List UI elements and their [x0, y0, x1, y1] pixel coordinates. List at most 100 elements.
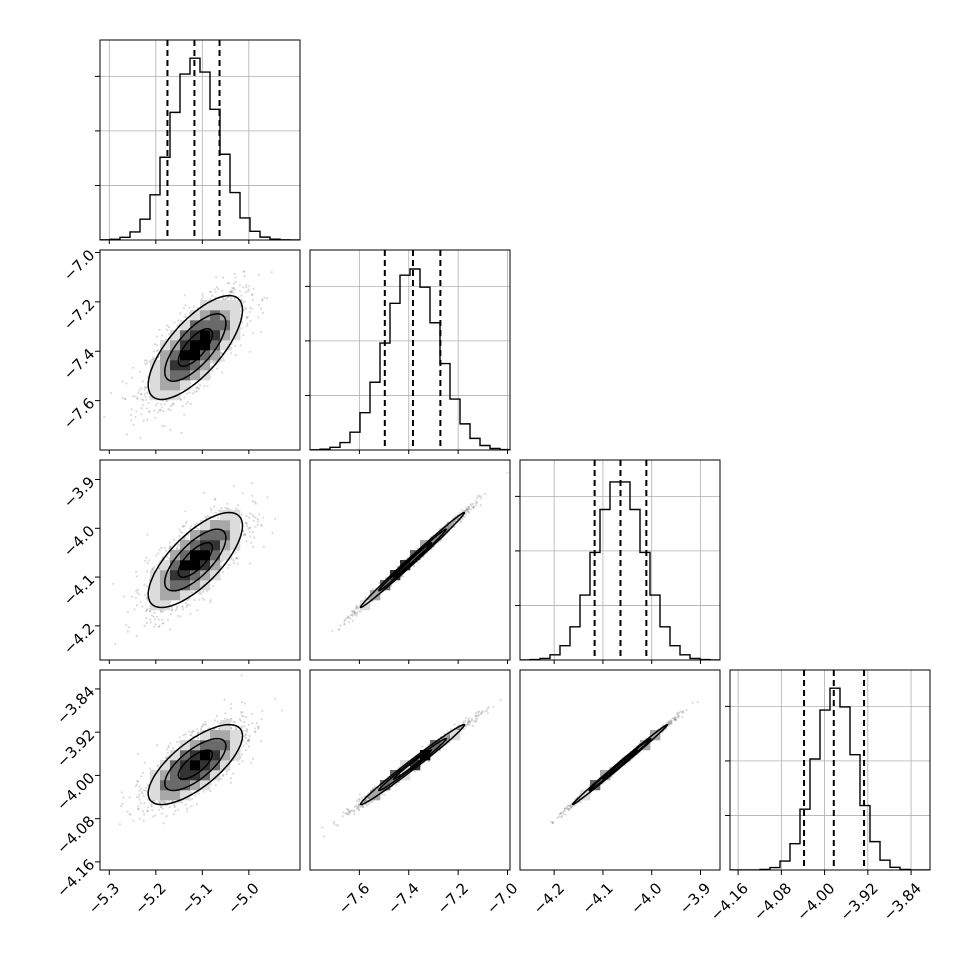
panel-frame	[99, 459, 301, 661]
density-cell	[150, 390, 161, 401]
scatter-point	[198, 598, 201, 602]
scatter-point	[197, 387, 200, 391]
scatter-point	[185, 392, 188, 395]
scatter-point	[233, 288, 236, 291]
scatter-point	[249, 320, 252, 323]
scatter-point	[166, 324, 169, 327]
scatter-point	[136, 397, 139, 400]
density-cell	[190, 580, 201, 591]
scatter-point	[243, 532, 246, 536]
scatter-point	[434, 538, 437, 541]
density-cell	[160, 600, 171, 611]
scatter-point	[355, 604, 358, 608]
scatter-point	[177, 319, 180, 322]
scatter-point	[396, 565, 399, 569]
scatter-point	[256, 523, 259, 526]
scatter-point	[464, 513, 467, 516]
scatter-point	[155, 554, 158, 557]
density-cell	[200, 570, 211, 581]
scatter-point	[146, 418, 149, 421]
scatter-point	[189, 402, 192, 406]
scatter-point	[435, 537, 438, 540]
scatter-point	[250, 293, 254, 296]
scatter-point	[251, 331, 254, 334]
scatter-point	[143, 593, 147, 597]
scatter-point	[135, 575, 138, 578]
density-cell	[210, 330, 221, 341]
scatter-point	[484, 492, 487, 496]
scatter-point	[220, 560, 223, 563]
scatter-point	[167, 325, 170, 329]
scatter-point	[450, 523, 453, 526]
scatter-point	[151, 567, 154, 570]
scatter-point	[144, 395, 147, 398]
scatter-point	[347, 616, 350, 619]
scatter-point	[248, 526, 251, 530]
density-cell	[200, 310, 211, 321]
density-cell	[150, 570, 161, 581]
scatter-point	[144, 362, 147, 366]
scatter-point	[235, 507, 238, 510]
scatter-point	[331, 629, 334, 633]
scatter-point	[212, 360, 215, 363]
scatter-point	[467, 505, 470, 508]
scatter-point	[475, 500, 478, 503]
scatter-point	[168, 541, 171, 544]
density-cell	[210, 310, 221, 321]
scatter-point	[232, 484, 235, 487]
scatter-point	[114, 642, 117, 645]
panel-frame	[99, 249, 301, 451]
scatter-point	[343, 622, 346, 625]
scatter-point	[226, 502, 229, 505]
scatter-point	[467, 510, 470, 513]
scatter-point	[466, 508, 469, 511]
scatter-point	[231, 286, 234, 289]
density-cell	[160, 570, 171, 581]
scatter-point	[142, 419, 145, 422]
scatter-point	[230, 352, 233, 355]
scatter-point	[188, 603, 191, 607]
density-cell	[190, 550, 201, 561]
density-cell	[180, 540, 191, 551]
scatter-point	[475, 504, 478, 507]
scatter-point	[126, 610, 129, 614]
scatter-point	[472, 505, 475, 509]
scatter-point	[153, 618, 156, 621]
scatter-point	[261, 311, 264, 315]
scatter-point	[154, 623, 157, 626]
scatter-point	[135, 634, 139, 637]
density-cell	[210, 560, 221, 571]
scatter-point	[384, 576, 388, 579]
histogram-step	[730, 687, 930, 870]
scatter-point	[259, 307, 263, 310]
scatter-point	[183, 538, 186, 541]
scatter-point	[136, 588, 139, 591]
density-cell	[150, 380, 161, 391]
scatter-point	[165, 400, 169, 403]
scatter-point	[213, 505, 216, 508]
scatter-point	[170, 606, 173, 609]
scatter-point	[357, 610, 360, 613]
scatter-point	[337, 628, 340, 631]
scatter-point	[221, 276, 225, 279]
density-cell	[230, 300, 241, 311]
scatter-point	[249, 306, 252, 309]
scatter-point	[469, 508, 472, 511]
scatter-point	[251, 499, 255, 503]
scatter-point	[238, 284, 241, 287]
scatter-point	[135, 570, 138, 574]
scatter-point	[152, 356, 155, 359]
density-cell	[220, 550, 231, 561]
scatter-point	[142, 399, 145, 402]
scatter-point	[217, 287, 220, 290]
scatter-point	[252, 287, 255, 290]
scatter-point	[472, 505, 475, 508]
density-cell	[180, 570, 191, 581]
scatter-point	[144, 386, 147, 390]
scatter-point	[467, 506, 470, 510]
scatter-point	[234, 280, 237, 284]
scatter-point	[416, 561, 419, 564]
histogram-step	[310, 268, 510, 450]
scatter-point	[237, 504, 240, 507]
scatter-point	[218, 360, 221, 364]
